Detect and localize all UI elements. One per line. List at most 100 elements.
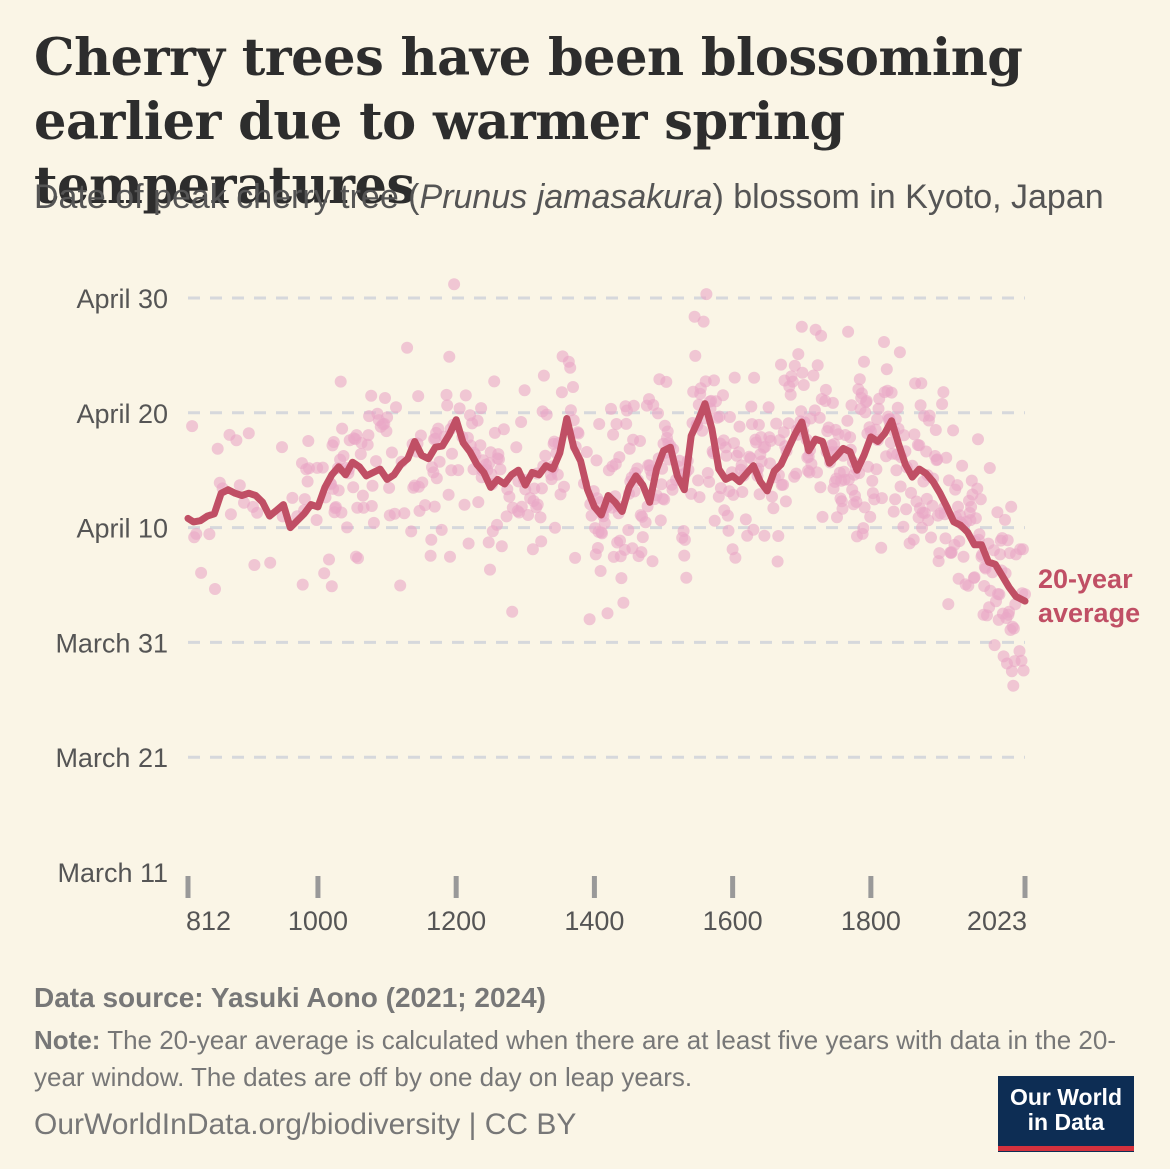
data-point: [797, 379, 810, 391]
data-point: [347, 481, 360, 494]
data-point: [598, 517, 611, 529]
data-point: [475, 402, 488, 415]
data-point: [493, 453, 505, 466]
data-point: [435, 523, 448, 536]
data-point: [866, 474, 879, 487]
data-point: [631, 462, 644, 475]
data-point: [605, 402, 617, 415]
data-point: [367, 516, 380, 529]
average-line: [184, 400, 1029, 605]
data-point: [993, 588, 1006, 601]
data-point: [779, 495, 792, 508]
data-point: [926, 499, 939, 512]
data-point: [383, 481, 396, 494]
data-point: [678, 549, 691, 562]
data-point: [925, 531, 937, 544]
data-point: [276, 441, 288, 454]
data-point: [242, 427, 255, 440]
data-point: [327, 436, 340, 448]
data-point: [933, 547, 946, 560]
subtitle-species: Prunus jamasakura: [419, 178, 713, 216]
data-point: [366, 479, 379, 492]
data-point: [302, 435, 315, 447]
data-point: [316, 461, 329, 474]
data-point: [310, 514, 323, 526]
data-point: [572, 427, 585, 440]
data-point: [654, 514, 667, 527]
data-point: [939, 532, 952, 545]
data-point: [767, 502, 780, 515]
data-point: [622, 524, 635, 536]
data-point: [424, 549, 437, 562]
data-point: [696, 424, 709, 437]
data-point: [811, 466, 823, 479]
data-point: [908, 428, 921, 441]
data-point: [727, 488, 740, 501]
data-point: [251, 506, 264, 519]
owid-logo[interactable]: Our World in Data: [998, 1076, 1134, 1152]
data-point: [732, 446, 745, 459]
data-point: [430, 472, 443, 485]
data-point: [458, 498, 471, 511]
data-point: [688, 310, 701, 323]
data-point: [762, 401, 775, 414]
data-point: [298, 493, 311, 506]
data-point: [784, 388, 797, 401]
data-point: [680, 571, 693, 584]
data-point: [488, 426, 501, 439]
data-point: [286, 491, 299, 504]
data-point: [772, 530, 785, 542]
data-point: [583, 613, 596, 626]
line-label-1: 20-year: [1038, 564, 1133, 594]
data-point: [859, 406, 872, 419]
data-point: [531, 498, 544, 511]
data-point: [755, 431, 767, 444]
data-point: [335, 506, 348, 519]
data-point: [870, 463, 883, 476]
data-point: [567, 381, 579, 393]
data-point: [923, 409, 936, 422]
data-point: [915, 377, 928, 390]
data-point: [947, 424, 960, 437]
data-point: [764, 434, 777, 447]
data-point: [953, 535, 966, 548]
data-point: [689, 349, 702, 362]
y-tick-label: April 10: [76, 514, 168, 544]
data-point: [983, 462, 996, 474]
data-point: [398, 507, 411, 520]
data-point: [790, 467, 803, 480]
y-tick-label: March 21: [55, 743, 168, 773]
data-point: [816, 510, 829, 523]
x-tick-label: 1000: [288, 906, 348, 936]
data-point: [510, 441, 523, 454]
data-point: [385, 446, 398, 459]
data-point: [446, 447, 458, 460]
data-point: [795, 405, 808, 418]
data-point: [887, 505, 900, 518]
data-point: [836, 502, 849, 515]
data-point: [1007, 622, 1020, 635]
footer-link[interactable]: OurWorldInData.org/biodiversity | CC BY: [34, 1108, 577, 1141]
data-point: [361, 438, 374, 451]
data-point: [639, 516, 652, 529]
data-point: [771, 555, 784, 568]
data-point: [440, 388, 453, 401]
data-point: [900, 503, 913, 516]
data-point: [890, 464, 903, 477]
data-point: [558, 480, 570, 493]
data-point: [826, 396, 839, 409]
data-point: [792, 348, 805, 361]
data-point: [494, 463, 507, 476]
data-point: [636, 531, 649, 544]
data-point: [994, 548, 1007, 561]
data-point: [807, 369, 820, 382]
data-point: [782, 417, 795, 430]
x-tick-label: 812: [186, 906, 231, 936]
data-point: [491, 518, 503, 531]
data-point: [929, 424, 942, 436]
data-point: [652, 407, 664, 420]
data-point: [365, 500, 378, 512]
data-point: [735, 459, 748, 472]
data-point: [607, 428, 620, 441]
data-point: [323, 553, 335, 566]
